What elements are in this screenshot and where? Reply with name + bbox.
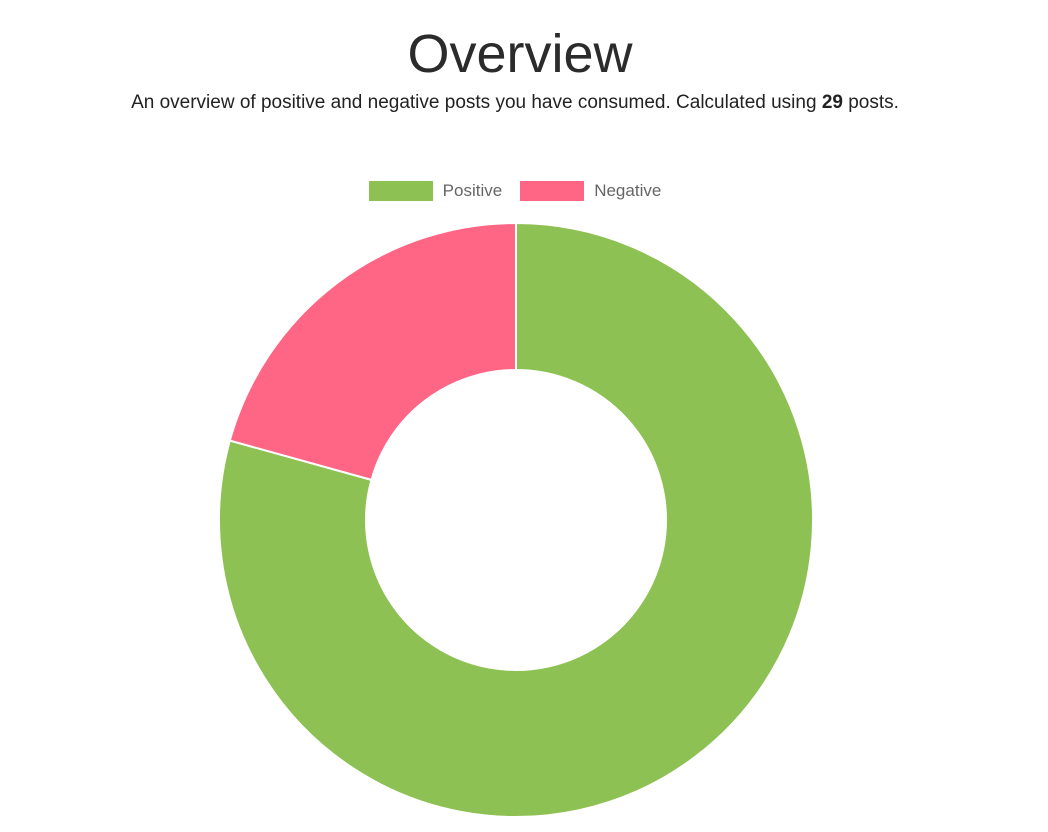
slice-positive[interactable]	[218, 221, 814, 818]
legend-label-positive: Positive	[442, 181, 503, 200]
legend-item-negative[interactable]: Negative	[520, 181, 661, 201]
doughnut-slices	[218, 221, 814, 818]
chart-legend: Positive Negative	[0, 181, 1030, 201]
post-count: 29	[821, 92, 843, 113]
page-subtitle: An overview of positive and negative pos…	[0, 90, 1030, 116]
legend-label-negative: Negative	[594, 181, 662, 200]
slice-negative[interactable]	[228, 221, 517, 482]
subtitle-suffix: posts.	[842, 92, 899, 113]
subtitle-prefix: An overview of positive and negative pos…	[131, 92, 822, 113]
legend-swatch-positive	[368, 181, 433, 201]
legend-swatch-negative	[520, 181, 585, 201]
page-title: Overview	[407, 24, 633, 84]
legend-item-positive[interactable]: Positive	[368, 181, 503, 201]
